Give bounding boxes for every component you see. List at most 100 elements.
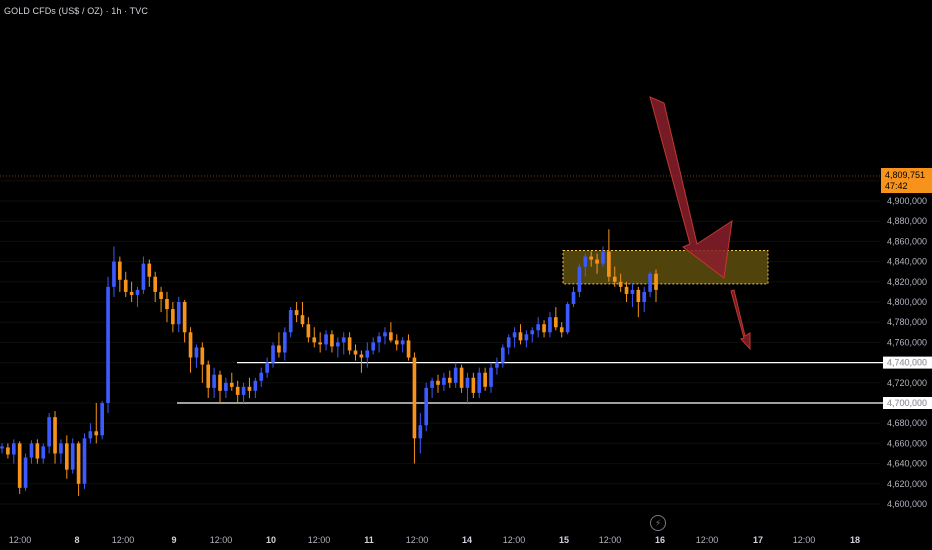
candle-body [601, 251, 605, 264]
time-tick-label: 12:00 [112, 535, 135, 545]
candle-body [306, 324, 311, 338]
candle-body [118, 261, 122, 280]
candle-body [29, 443, 34, 458]
candle-body [253, 380, 258, 391]
candle-body [447, 377, 452, 383]
candle-body [589, 256, 594, 260]
candle-body [11, 443, 16, 455]
level-price-tag [883, 397, 932, 409]
candle-body [648, 273, 652, 292]
candle-body [524, 334, 529, 341]
time-tick-label: 12:00 [503, 535, 526, 545]
candle-body [324, 334, 328, 345]
current-price-tag: 4,809,751 47:42 [881, 168, 932, 193]
candle-body [353, 350, 358, 355]
price-axis: 4,600,000 4,620,000 4,640,000 4,660,000 4,68… [887, 176, 927, 509]
candle-body [106, 286, 110, 403]
time-tick-label: 12:00 [308, 535, 331, 545]
candle-body [536, 324, 540, 331]
candle-body [59, 443, 63, 454]
candle-body [512, 332, 517, 338]
candle-body [318, 342, 322, 345]
price-tick-label: 4,820,000 [887, 277, 927, 287]
candle-body [247, 386, 252, 391]
candle-body [241, 386, 246, 395]
candle-body [282, 332, 287, 353]
candle-body [359, 354, 364, 358]
candle-body [583, 256, 588, 267]
candle-body [135, 289, 140, 295]
candle-body [176, 302, 181, 325]
candle-body [554, 317, 558, 328]
time-axis: 12:00 8 12:00 9 12:00 10 12:00 11 12:00 14 12:00 15… [9, 535, 860, 545]
candles-layer [0, 229, 658, 496]
candle-body [347, 337, 352, 351]
candle-body [477, 372, 482, 393]
candle-body [218, 374, 222, 391]
candle-body [200, 347, 205, 365]
candle-body [194, 347, 199, 358]
symbol-title[interactable]: GOLD CFDs (US$ / OZ) · 1h · TVC [4, 6, 148, 16]
candle-body [612, 276, 617, 282]
candle-body [112, 261, 116, 287]
candle-body [82, 438, 87, 484]
candle-body [182, 302, 187, 333]
projection-arrow-large [649, 96, 733, 279]
time-tick-label: 12:00 [406, 535, 429, 545]
countdown-timer: 47:42 [885, 181, 908, 191]
candle-body [129, 291, 134, 295]
candle-body [389, 332, 393, 341]
projection-arrow-small [730, 289, 751, 351]
time-tick-label: 12:00 [793, 535, 816, 545]
candle-body [35, 443, 40, 459]
price-tick-label: 4,860,000 [887, 236, 927, 246]
price-tick-label: 4,600,000 [887, 499, 927, 509]
candle-body [518, 332, 523, 341]
price-tick-label: 4,760,000 [887, 337, 927, 347]
candle-body [636, 289, 641, 302]
candle-body [76, 443, 81, 484]
candle-body [483, 372, 487, 387]
time-tick-label: 9 [171, 535, 176, 545]
candle-body [277, 345, 281, 353]
candle-body [288, 310, 293, 333]
candle-body [229, 382, 234, 387]
price-tick-label: 4,840,000 [887, 257, 927, 267]
candle-body [159, 291, 163, 299]
price-tick-label: 4,780,000 [887, 317, 927, 327]
price-tick-label: 4,700,000 [887, 398, 927, 408]
time-tick-label: 12:00 [9, 535, 32, 545]
candle-body [571, 291, 576, 305]
candle-body [365, 350, 370, 358]
candle-body [471, 377, 476, 393]
candle-body [312, 337, 317, 343]
candle-body [0, 446, 4, 449]
price-tick-label: 4,680,000 [887, 418, 927, 428]
candle-body [271, 345, 275, 363]
candle-body [141, 263, 146, 290]
candle-body [206, 364, 211, 388]
candle-body [459, 367, 464, 388]
time-tick-label: 15 [559, 535, 569, 545]
candle-body [577, 266, 582, 292]
candle-body [412, 357, 417, 439]
candle-body [383, 332, 387, 337]
candle-body [530, 330, 535, 335]
level-price-label: 4,740,000 [887, 358, 927, 368]
price-tick-label: 4,740,000 [887, 358, 927, 368]
candle-body [595, 259, 599, 264]
candle-body [259, 372, 264, 381]
price-tick-label: 4,660,000 [887, 438, 927, 448]
candle-body [495, 362, 499, 368]
candle-body [100, 403, 104, 436]
candle-body [453, 367, 458, 383]
price-tick-label: 4,640,000 [887, 459, 927, 469]
candle-body [235, 386, 240, 395]
candle-body [442, 377, 446, 385]
time-tick-label: 12:00 [696, 535, 719, 545]
candle-body [53, 417, 57, 454]
projection-arrows-layer [649, 96, 751, 351]
lightning-bolt-icon[interactable]: ⚡ [650, 515, 666, 531]
candle-body [153, 276, 158, 292]
